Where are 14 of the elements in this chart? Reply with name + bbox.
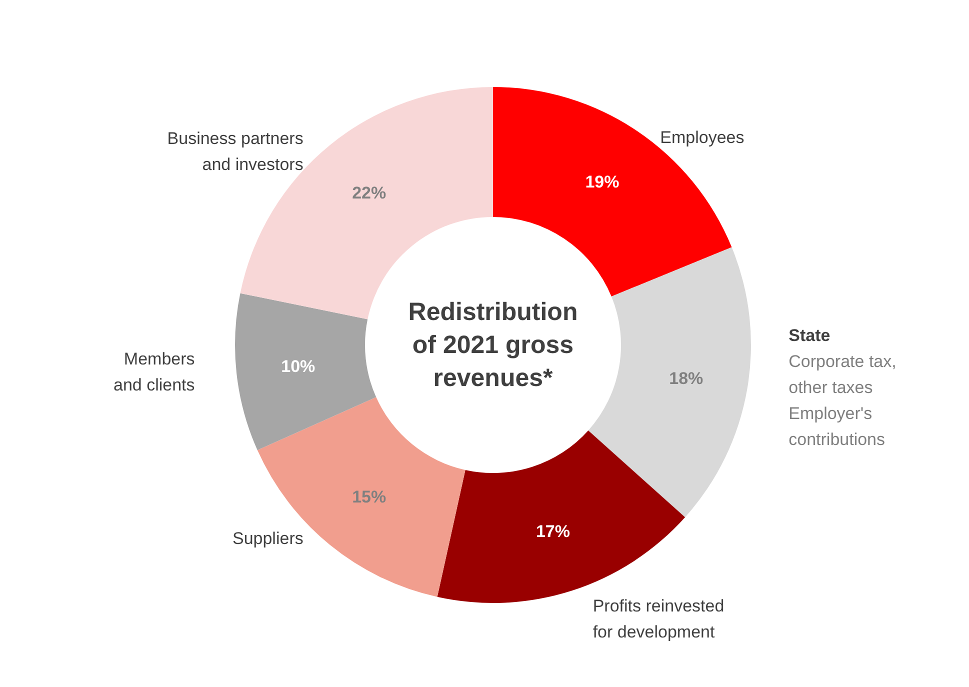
slice-label: Employees: [660, 128, 744, 147]
slice-label: Profits reinvested for development: [592, 596, 724, 642]
data-label: 10%: [281, 356, 316, 376]
slice-label: Business partners and investors: [167, 128, 304, 174]
slice-label: State: [788, 326, 830, 346]
data-label: 22%: [352, 184, 386, 203]
data-label: 19%: [585, 172, 620, 192]
data-label: 18%: [669, 368, 704, 388]
data-label: 15%: [352, 487, 386, 506]
slice-label: Suppliers: [232, 529, 304, 548]
data-label: 17%: [536, 522, 570, 542]
text: Redistribution of 2021 gross revenues*: [408, 298, 578, 392]
slice-label: Members and clients: [113, 350, 195, 395]
text: Corporate tax, other taxes Employer's contributions: [788, 352, 896, 450]
